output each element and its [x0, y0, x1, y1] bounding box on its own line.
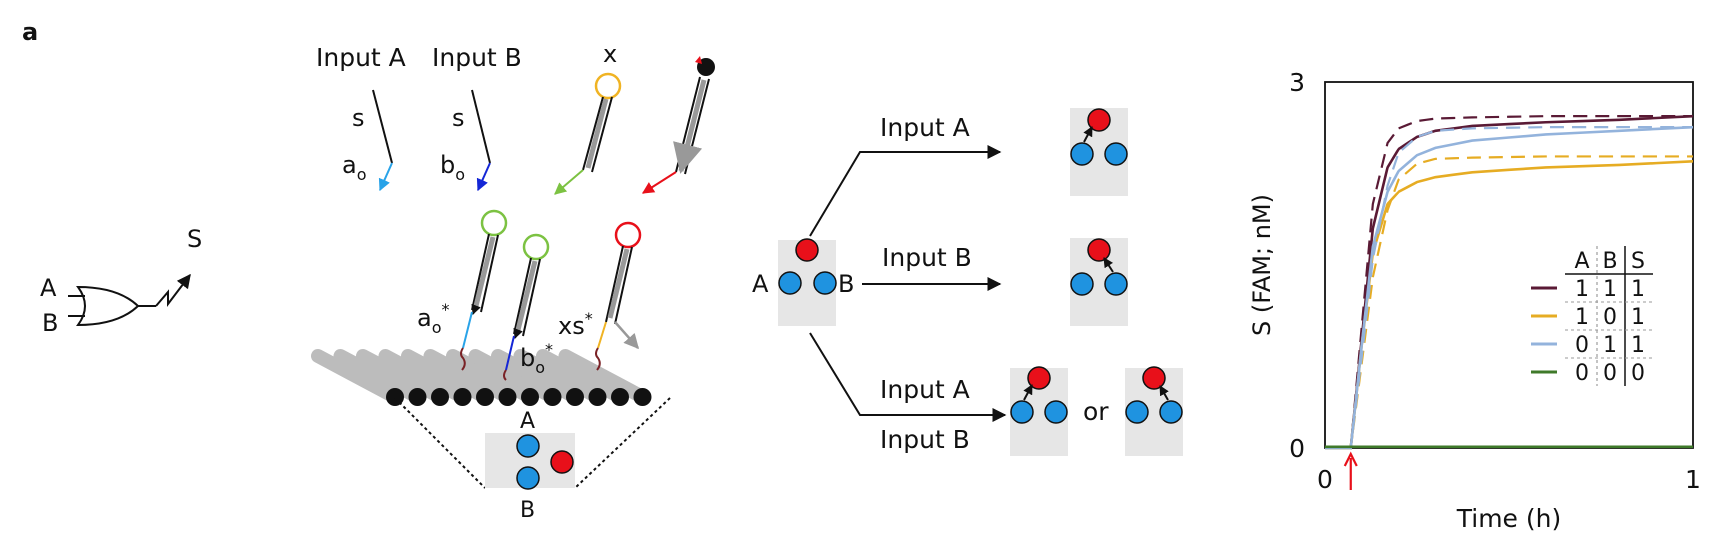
x-tick-0: 0 [1317, 465, 1333, 494]
gate-input-b-label: B [42, 309, 58, 337]
gate-input-a-label: A [40, 274, 57, 302]
legend-header-S: S [1631, 249, 1645, 274]
legend-table: A B S1 1 11 0 10 1 10 0 0 [1531, 246, 1653, 386]
input-a-title: Input A [316, 43, 406, 72]
pathway-arrow3-top-label: Input A [880, 375, 970, 404]
legend-cell-0-0: 1 [1575, 277, 1589, 302]
legend-cell-0-1: 1 [1603, 277, 1617, 302]
y-tick-0: 0 [1289, 434, 1305, 463]
legend-header-A: A [1574, 249, 1589, 274]
gate-output-label: S [187, 225, 202, 253]
legend-cell-3-2: 0 [1631, 361, 1645, 386]
series-model-101 [1325, 155, 1693, 450]
legend-cell-1-1: 0 [1603, 305, 1617, 330]
legend-cell-1-2: 1 [1631, 305, 1645, 330]
pathway-diagram: A B Input A Input B Input A Input B or [752, 108, 1183, 456]
x-axis-label: Time (h) [1456, 504, 1561, 533]
strand-b-label: bo [440, 151, 465, 184]
y-tick-3: 3 [1289, 68, 1305, 97]
legend-cell-2-0: 0 [1575, 333, 1589, 358]
series-model-111 [1325, 115, 1693, 450]
x-tick-1: 1 [1685, 465, 1701, 494]
ao-star-label: ao* [417, 300, 450, 337]
legend-cell-2-1: 1 [1603, 333, 1617, 358]
pathway-arrow3-bottom-label: Input B [880, 425, 970, 454]
series-model-011 [1325, 126, 1694, 450]
or-gate: A B S [40, 225, 202, 337]
legend-cell-0-2: 1 [1631, 277, 1645, 302]
x-title: x [603, 40, 617, 68]
legend-cell-1-0: 1 [1575, 305, 1589, 330]
zoom-b-label: B [520, 498, 535, 523]
strand-a-s-label: s [352, 104, 365, 132]
panel-label: a [22, 18, 38, 46]
xs-star-label: xs* [558, 309, 593, 340]
pathway-right-b: B [838, 270, 854, 298]
zoom-a-label: A [520, 409, 535, 434]
y-axis-label: S (FAM; nM) [1248, 194, 1276, 336]
input-b-title: Input B [432, 43, 522, 72]
series-measured-011 [1325, 125, 1694, 450]
or-word: or [1083, 397, 1109, 426]
legend-cell-2-2: 1 [1631, 333, 1645, 358]
strand-a-label: ao [342, 151, 367, 184]
origami-platform: ao* bo* xs* A B [311, 209, 671, 523]
pathway-arrow1-label: Input A [880, 113, 970, 142]
legend-cell-3-1: 0 [1603, 361, 1617, 386]
pathway-left-a: A [752, 270, 769, 298]
legend-cell-3-0: 0 [1575, 361, 1589, 386]
kinetics-chart: S (FAM; nM) Time (h) 0 1 3 0 A B S1 1 11 0 10 1… [1248, 68, 1701, 533]
input-strands: Input A Input B x s ao s bo [316, 40, 715, 195]
pathway-arrow2-label: Input B [882, 243, 972, 272]
strand-b-s-label: s [452, 104, 465, 132]
bo-star-label: bo* [520, 340, 553, 377]
input-addition-arrow [1343, 451, 1358, 490]
legend-header-B: B [1602, 249, 1617, 274]
